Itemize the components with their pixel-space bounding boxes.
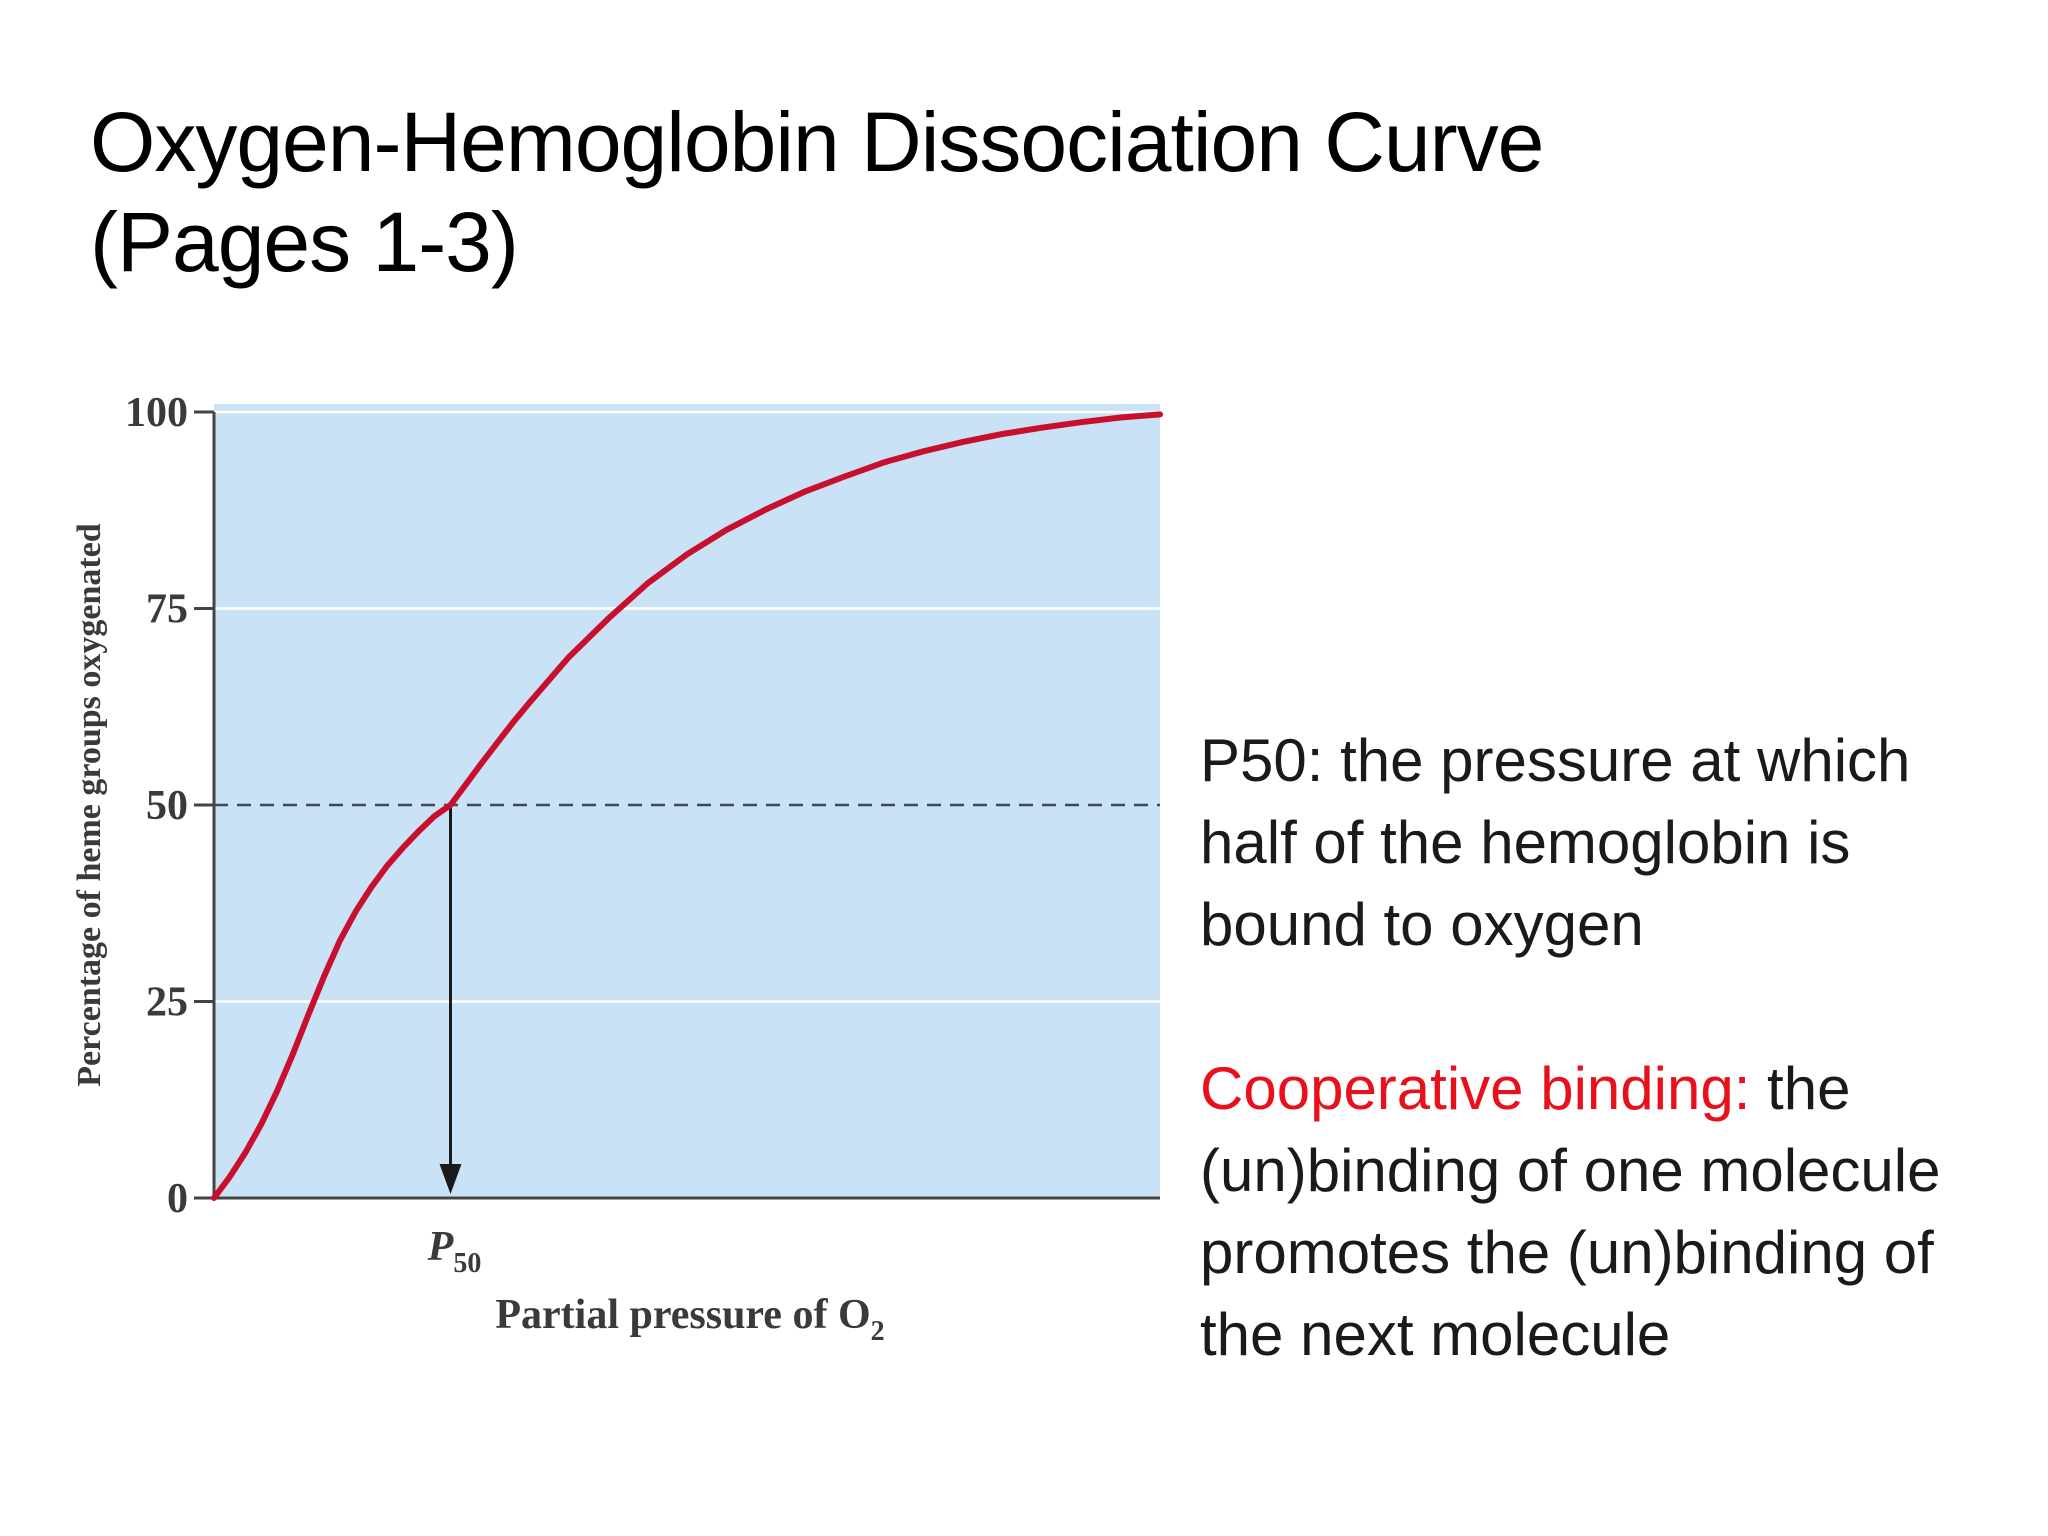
y-axis-label: Percentage of heme groups oxygenated xyxy=(71,523,108,1087)
x-axis-label: Partial pressure of O2 xyxy=(495,1292,884,1347)
definitions-panel: P50: the pressure at which half of the h… xyxy=(1200,720,2020,1376)
slide-title-line-1: Oxygen-Hemoglobin Dissociation Curve xyxy=(90,95,1544,189)
y-tick-label-0: 0 xyxy=(167,1176,188,1222)
p50-arrowhead xyxy=(439,1164,462,1194)
y-tick-label-25: 25 xyxy=(146,980,188,1026)
cooperative-binding-text: the (un)binding of one molecule promotes… xyxy=(1200,1055,1941,1368)
cooperative-binding-term: Cooperative binding: xyxy=(1200,1055,1751,1122)
dissociation-curve xyxy=(211,411,1163,1201)
slide-title-line-2: (Pages 1-3) xyxy=(90,195,519,289)
p50-label-main: P xyxy=(427,1224,454,1270)
cooperative-binding-definition: Cooperative binding: the (un)binding of … xyxy=(1200,1048,2020,1376)
y-tick-label-50: 50 xyxy=(146,783,188,829)
y-tick-label-75: 75 xyxy=(146,587,188,633)
p50-label-subscript: 50 xyxy=(453,1248,481,1279)
plot-area xyxy=(214,404,1160,1198)
p50-label: P50 xyxy=(427,1224,482,1279)
x-axis-label-subscript: 2 xyxy=(871,1316,885,1347)
p50-definition: P50: the pressure at which half of the h… xyxy=(1200,720,2020,966)
gridlines xyxy=(214,410,1160,1003)
p50-term: P50: xyxy=(1200,727,1324,794)
p50-definition-text: the pressure at which half of the hemogl… xyxy=(1200,727,1911,958)
y-tick-labels: 0 25 50 75 100 xyxy=(125,390,188,1222)
x-axis-label-main: Partial pressure of O xyxy=(495,1292,870,1338)
y-tick-label-100: 100 xyxy=(125,390,188,436)
slide-title: Oxygen-Hemoglobin Dissociation Curve (Pa… xyxy=(90,92,1790,292)
